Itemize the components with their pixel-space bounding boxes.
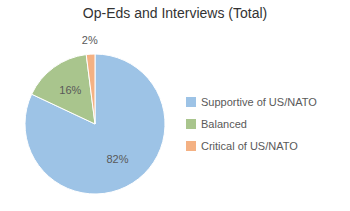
- data-label: 2%: [82, 34, 98, 46]
- legend-label: Balanced: [201, 118, 247, 130]
- pie-slice: [25, 54, 165, 194]
- legend-item: Balanced: [186, 118, 247, 130]
- legend-label: Supportive of US/NATO: [201, 96, 317, 108]
- pie-slice: [32, 55, 95, 124]
- title: Op-Eds and Interviews (Total): [83, 5, 267, 21]
- chart: Op-Eds and Interviews (Total) 82% 16% 2% Sup…: [0, 0, 350, 211]
- legend-swatch: [186, 141, 196, 151]
- legend-swatch: [186, 97, 196, 107]
- legend-item: Critical of US/NATO: [186, 140, 298, 152]
- data-labels: 82% 16% 2%: [59, 34, 128, 165]
- legend-label: Critical of US/NATO: [201, 140, 298, 152]
- legend-item: Supportive of US/NATO: [186, 96, 317, 108]
- pie-slice: [86, 54, 95, 124]
- pie: [25, 54, 165, 194]
- legend-swatch: [186, 119, 196, 129]
- legend: Supportive of US/NATO Balanced Critical of…: [186, 96, 317, 152]
- data-label: 82%: [106, 153, 128, 165]
- data-label: 16%: [59, 84, 81, 96]
